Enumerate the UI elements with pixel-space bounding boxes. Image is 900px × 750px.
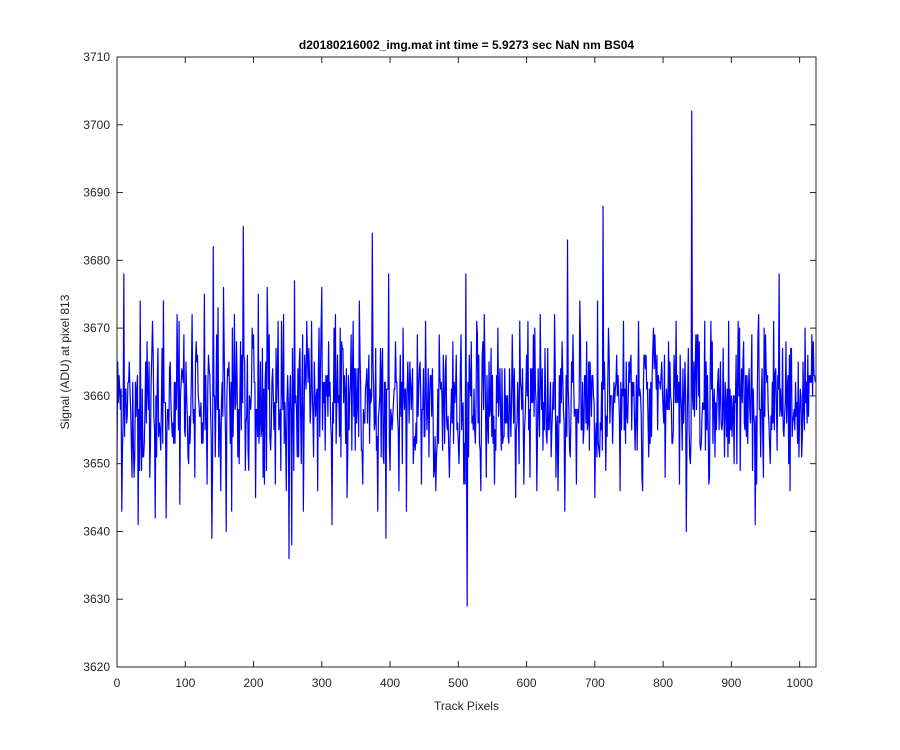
axes-frame [116,56,817,668]
x-tick-label: 800 [653,676,673,690]
y-tick-label: 3660 [83,389,110,403]
x-tick-label: 600 [517,676,537,690]
y-tick-label: 3630 [83,592,110,606]
x-tick-label: 200 [244,676,264,690]
x-tick-label: 0 [114,676,121,690]
y-tick-label: 3680 [83,253,110,267]
chart-title: d20180216002_img.mat int time = 5.9273 s… [299,38,635,52]
series-line-0 [116,110,816,607]
x-tick-label: 100 [175,676,195,690]
y-tick-label: 3690 [83,186,110,200]
y-tick-label: 3670 [83,321,110,335]
y-tick-label: 3650 [83,457,110,471]
x-tick-label: 1000 [786,676,813,690]
series-layer [116,110,816,607]
y-axis: 3620 3630 3640 3650 3660 3670 3680 3690 3700 3710 [83,50,816,674]
x-tick-label: 400 [380,676,400,690]
y-tick-label: 3710 [83,50,110,64]
x-tick-label: 500 [448,676,468,690]
x-tick-label: 700 [585,676,605,690]
x-tick-label: 300 [312,676,332,690]
y-tick-label: 3640 [83,524,110,538]
x-axis-label: Track Pixels [434,699,499,713]
x-tick-label: 900 [721,676,741,690]
y-tick-label: 3620 [83,660,110,674]
y-tick-label: 3700 [83,118,110,132]
x-axis: 0 100 200 300 400 500 600 700 800 900 1000 [114,57,813,690]
y-axis-label: Signal (ADU) at pixel 813 [58,294,72,429]
